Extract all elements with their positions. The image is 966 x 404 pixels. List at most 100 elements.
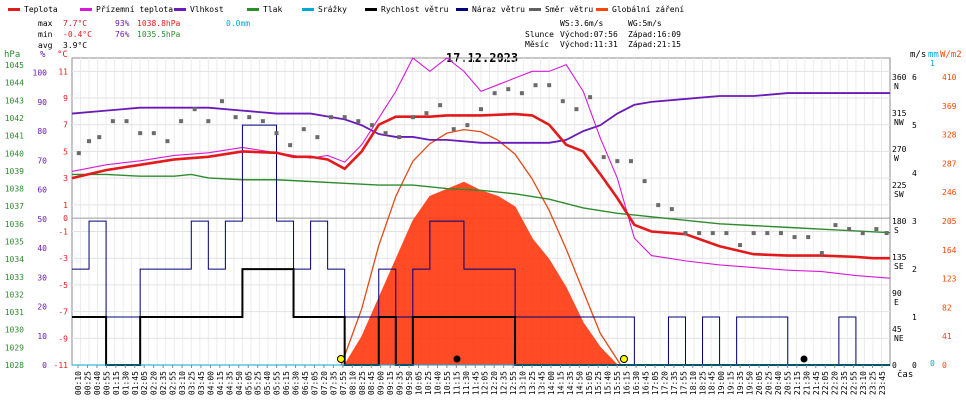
dir-tick-label: 90 <box>892 289 902 298</box>
dir-name-label: NW <box>894 118 904 127</box>
hpa-tick-label: 1035 <box>5 237 24 246</box>
legend-label: Rychlost větru <box>381 5 449 14</box>
wind-dir-point <box>792 235 797 240</box>
hpa-tick-label: 1032 <box>5 290 24 299</box>
x-tick-label: 04:00 <box>206 371 215 395</box>
x-tick-label: 14:15 <box>556 371 565 395</box>
wind-dir-point <box>656 203 661 208</box>
x-tick-label: 11:30 <box>462 371 471 395</box>
dir-name-label: SW <box>894 190 904 199</box>
temperature-line <box>71 112 890 260</box>
temp-tick-label: -9 <box>58 334 68 343</box>
temp-tick-label: 0 <box>63 214 68 223</box>
x-tick-label: 17:05 <box>651 371 660 395</box>
hpa-tick-label: 1031 <box>5 308 24 317</box>
pct-tick-label: 80 <box>37 127 47 136</box>
theoretical-radiation-line <box>340 128 622 366</box>
temp-tick-label: 11 <box>58 67 68 76</box>
x-tick-label: 02:35 <box>159 371 168 395</box>
pct-tick-label: 0 <box>42 361 47 370</box>
x-tick-label: 02:20 <box>150 371 159 395</box>
wind-dir-point <box>560 99 565 104</box>
wind-dir-point <box>724 231 729 236</box>
hpa-tick-label: 1042 <box>5 114 24 123</box>
pct-tick-label: 10 <box>37 332 47 341</box>
moon-set: Západ:21:15 <box>628 40 681 49</box>
x-tick-label: 15:40 <box>604 371 613 395</box>
x-axis-ticks: 00:10 00:25 00:40 00:55 01:15 01:30 01:45 02:05… <box>74 365 887 395</box>
stats-max-temp: 7.7°C <box>63 19 87 28</box>
sunset-marker <box>620 355 628 363</box>
sun-label: Slunce <box>525 30 554 39</box>
hpa-tick-label: 1030 <box>5 326 24 335</box>
sun-set: Západ:16:09 <box>628 30 681 39</box>
wind-dir-point <box>383 131 388 136</box>
legend-label: Náraz větru <box>472 5 525 14</box>
wm2-tick-label: 287 <box>942 159 957 168</box>
dir-name-label: W <box>894 154 899 163</box>
wind-dir-point <box>410 115 415 120</box>
x-tick-label: 10:40 <box>433 371 442 395</box>
stats-max-hum: 93% <box>115 19 130 28</box>
moonrise-marker <box>453 355 461 363</box>
x-tick-label: 07:55 <box>339 371 348 395</box>
wind-dir-point <box>628 159 633 164</box>
hpa-tick-label: 1043 <box>5 96 24 105</box>
unit-pct: % <box>40 50 46 60</box>
wind-dir-point <box>465 123 470 128</box>
hpa-tick-label: 1033 <box>5 273 24 282</box>
x-tick-label: 04:50 <box>235 371 244 395</box>
dir-tick-label: 360 <box>892 73 907 82</box>
x-tick-label: 21:15 <box>793 371 802 395</box>
wind-dir-point <box>165 139 170 144</box>
hpa-tick-label: 1034 <box>5 255 24 264</box>
wind-wg: WG:5m/s <box>628 19 662 28</box>
x-tick-label: 19:50 <box>746 371 755 395</box>
x-tick-label: 07:35 <box>329 371 338 395</box>
hpa-tick-label: 1041 <box>5 132 24 141</box>
wind-dir-point <box>87 139 92 144</box>
x-tick-label: 19:15 <box>727 371 736 395</box>
x-tick-label: 05:40 <box>263 371 272 395</box>
x-tick-label: 15:25 <box>594 371 603 395</box>
pct-tick-label: 100 <box>33 69 48 78</box>
wind-dir-point <box>860 231 865 236</box>
legend-swatch <box>80 8 92 11</box>
temp-tick-label: 7 <box>63 121 68 130</box>
x-tick-label: 10:05 <box>415 371 424 395</box>
legend-swatch <box>365 8 377 11</box>
wm2-tick-label: 82 <box>942 303 952 312</box>
legend-label: Vlhkost <box>190 5 224 14</box>
x-tick-label: 17:20 <box>660 371 669 395</box>
hpa-tick-label: 1037 <box>5 202 24 211</box>
pct-tick-label: 40 <box>37 244 47 253</box>
unit-ms: m/s <box>910 50 926 60</box>
wind-dir-point <box>683 231 688 236</box>
temp-tick-label: -1 <box>58 228 68 237</box>
x-tick-label: 12:05 <box>481 371 490 395</box>
x-tick-label: 22:55 <box>850 371 859 395</box>
x-tick-label: 10:55 <box>443 371 452 395</box>
hpa-tick-label: 1040 <box>5 149 24 158</box>
x-tick-label: 21:30 <box>802 371 811 395</box>
wind-dir-point <box>369 123 374 128</box>
x-tick-label: 06:15 <box>282 371 291 395</box>
wind-dir-point <box>260 119 265 124</box>
x-tick-label: 20:40 <box>774 371 783 395</box>
sun-rise: Východ:07:56 <box>560 30 618 39</box>
pct-tick-label: 30 <box>37 273 47 282</box>
x-tick-label: 14:00 <box>547 371 556 395</box>
temp-tick-label: 5 <box>63 147 68 156</box>
wind-dir-point <box>138 131 143 136</box>
stats-block: max 7.7°C 93% 1038.8hPa 0.0mm min -0.4°C… <box>38 19 250 50</box>
wm2-tick-label: 246 <box>942 188 957 197</box>
legend-swatch <box>529 8 541 11</box>
legend-swatch <box>456 8 468 11</box>
wind-dir-point <box>451 127 456 132</box>
x-tick-label: 19:00 <box>717 371 726 395</box>
ms-tick-label: 4 <box>912 169 917 178</box>
wind-dir-point <box>342 115 347 120</box>
x-tick-label: 03:45 <box>197 371 206 395</box>
stats-min-temp: -0.4°C <box>63 30 92 39</box>
x-tick-label: 22:35 <box>840 371 849 395</box>
